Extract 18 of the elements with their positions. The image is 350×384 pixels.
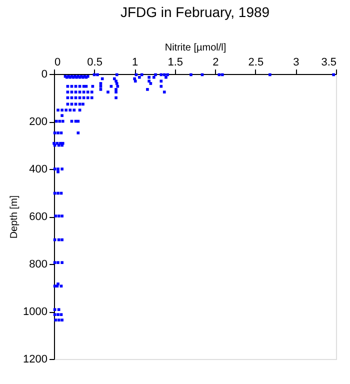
x-tick-label: 0 (54, 56, 61, 68)
y-tick-label: 600 (29, 211, 48, 223)
x-axis-title: Nitrite [µmol/l] (164, 42, 226, 54)
x-tick-label: 2.5 (248, 56, 264, 68)
y-tick-label: 200 (29, 116, 48, 128)
y-tick-label: 1200 (23, 354, 48, 366)
x-tick-label: 2 (212, 56, 219, 68)
x-tick-label: 3.5 (321, 56, 336, 68)
y-tick-label: 0 (41, 68, 48, 80)
y-tick-label: 400 (29, 164, 48, 176)
y-axis-title: Depth [m] (9, 195, 20, 239)
x-tick-label: 0.5 (87, 56, 102, 68)
y-tick-label: 800 (29, 258, 48, 270)
x-tick-label: 1.5 (168, 56, 184, 68)
x-tick-label: 3 (293, 56, 300, 68)
chart-title: JFDG in February, 1989 (120, 4, 270, 20)
x-tick-label: 1 (132, 56, 138, 68)
y-tick-label: 1000 (23, 306, 48, 318)
